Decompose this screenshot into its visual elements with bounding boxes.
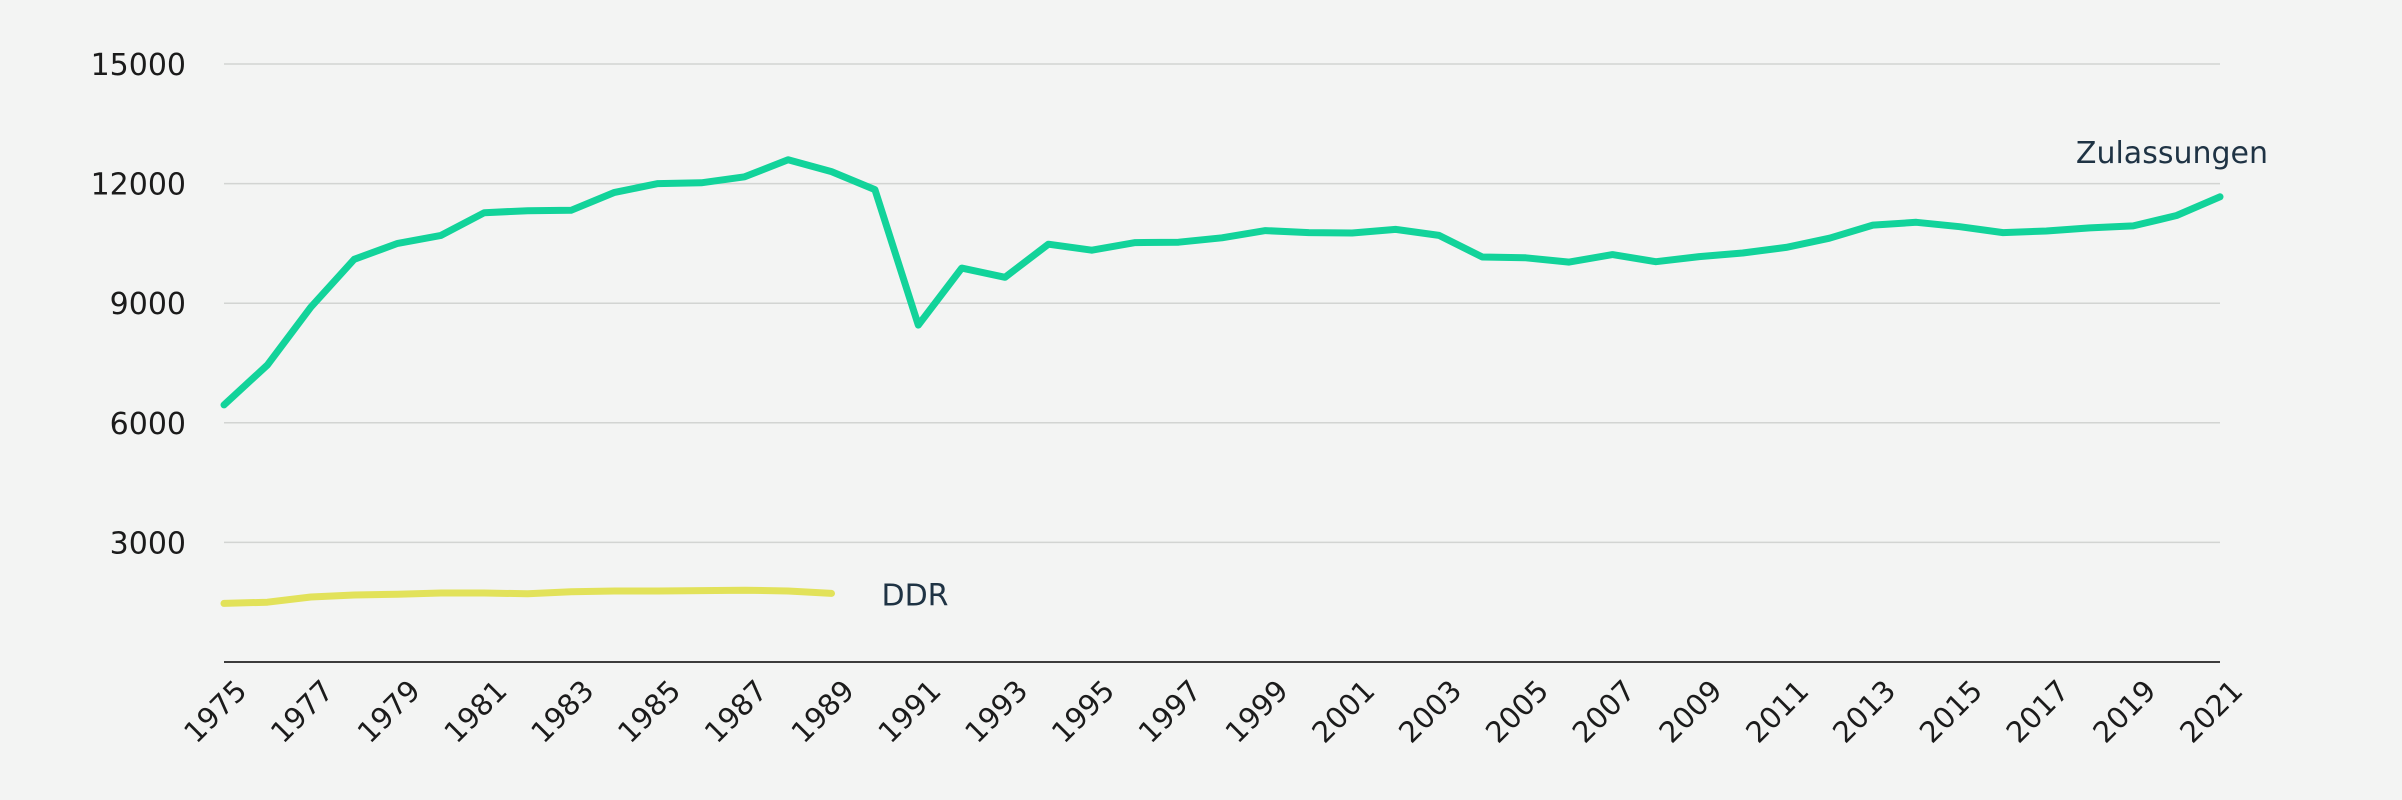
y-tick-label: 3000 — [110, 526, 186, 561]
y-axis-ticks: 3000 6000 9000 12000 15000 — [91, 48, 186, 561]
x-tick-label: 1989 — [785, 673, 861, 749]
x-tick-label: 2021 — [2173, 673, 2249, 749]
y-tick-label: 12000 — [91, 168, 186, 203]
x-tick-label: 2015 — [1913, 673, 1989, 749]
series-lines — [220, 156, 2224, 607]
x-tick-label: 1983 — [524, 673, 600, 749]
x-tick-label: 1981 — [437, 673, 513, 749]
x-tick-label: 2017 — [2000, 673, 2076, 749]
y-tick-label: 15000 — [91, 48, 186, 83]
gridlines — [224, 63, 2220, 544]
series-line-zulassungen — [220, 156, 2224, 409]
x-tick-label: 1993 — [958, 673, 1034, 749]
y-tick-label: 6000 — [110, 407, 186, 442]
x-tick-label: 1985 — [611, 673, 687, 749]
x-tick-label: 2005 — [1479, 673, 1555, 749]
x-tick-label: 1999 — [1219, 673, 1295, 749]
x-tick-label: 2007 — [1566, 673, 1642, 749]
series-label-ddr: DDR — [881, 578, 948, 613]
x-tick-label: 2009 — [1652, 673, 1728, 749]
x-axis-ticks: 1975 1977 1979 1981 1983 1985 1987 1989 1991 1993… — [177, 673, 2249, 749]
series-label-zulassungen: Zulassungen — [2076, 136, 2268, 171]
x-tick-label: 2013 — [1826, 673, 1902, 749]
x-tick-label: 2001 — [1305, 673, 1381, 749]
x-tick-label: 1977 — [264, 673, 340, 749]
x-tick-label: 2019 — [2086, 673, 2162, 749]
x-tick-label: 2011 — [1739, 673, 1815, 749]
x-tick-label: 1979 — [351, 673, 427, 749]
y-tick-label: 9000 — [110, 287, 186, 322]
series-labels: Zulassungen DDR — [881, 136, 2268, 614]
x-tick-label: 1995 — [1045, 673, 1121, 749]
x-tick-label: 1997 — [1132, 673, 1208, 749]
series-line-ddr — [220, 586, 835, 607]
x-tick-label: 1987 — [698, 673, 774, 749]
x-tick-label: 1975 — [177, 673, 253, 749]
x-tick-label: 1991 — [871, 673, 947, 749]
x-tick-label: 2003 — [1392, 673, 1468, 749]
